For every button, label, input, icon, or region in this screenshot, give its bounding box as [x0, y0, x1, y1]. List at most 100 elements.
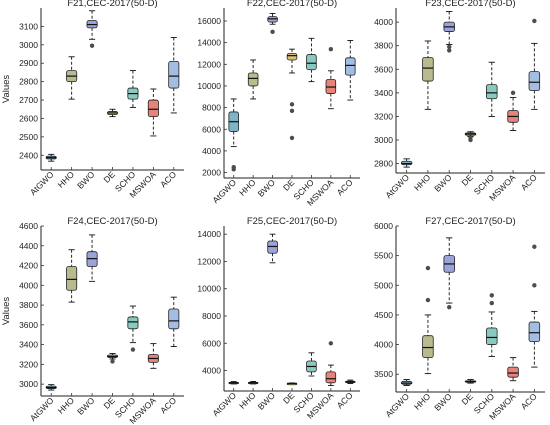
outlier-point: [468, 135, 473, 140]
box-mswoa: [507, 357, 519, 382]
chart-panel: F25,CEC-2017(50-D) 4000 6000 8000 10000 12000…: [197, 216, 360, 421]
chart-title: F22,CEC-2017(50-D): [247, 0, 337, 9]
y-tick-label: 3400: [19, 340, 38, 350]
y-tick-label: 8000: [202, 311, 221, 321]
box-iqr: [325, 371, 337, 384]
box-bwo: [267, 12, 278, 35]
y-tick-label: 2900: [19, 58, 38, 68]
x-tick-label: HHO: [237, 390, 258, 411]
y-tick-label: 5000: [374, 280, 393, 290]
outlier-point: [447, 44, 452, 50]
x-tick-label: DE: [459, 172, 475, 188]
x-tick-label: BWO: [256, 390, 278, 412]
chart-panel: F22,CEC-2017(50-D) 2000 4000 6000 8000 10000 1…: [197, 0, 360, 208]
box-iqr: [147, 99, 159, 118]
box-de: [106, 108, 119, 118]
y-axis-label: Values: [1, 297, 12, 326]
box-iqr: [528, 71, 541, 91]
y-tick-label: 3200: [19, 359, 38, 369]
y-tick-label: 4000: [374, 17, 393, 27]
box-de: [464, 379, 477, 384]
x-tick-label: ACO: [158, 169, 178, 189]
chart-title: F27,CEC-2017(50-D): [425, 216, 515, 227]
y-tick-label: 5500: [374, 251, 393, 261]
x-tick-label: ACO: [519, 172, 539, 192]
box-bwo: [443, 237, 455, 310]
x-tick-label: DE: [459, 391, 475, 407]
outlier-point: [532, 283, 537, 288]
box-iqr: [267, 240, 278, 254]
chart-title: F25,CEC-2017(50-D): [247, 216, 337, 227]
y-tick-label: 8000: [202, 103, 221, 113]
x-tick-label: AtGWO: [383, 391, 411, 419]
box-aco: [345, 40, 356, 101]
outlier-point: [110, 359, 115, 364]
y-tick-label: 2700: [19, 95, 38, 105]
chart-panel: F21,CEC-2017(50-D) 2400 2500 2600 2700 2800 29…: [1, 0, 184, 200]
box-aco: [168, 296, 180, 348]
box-bwo: [443, 11, 455, 53]
outlier-point: [289, 108, 295, 114]
x-tick-label: ACO: [335, 177, 355, 197]
box-mswoa: [325, 46, 337, 110]
y-tick-label: 10000: [197, 81, 221, 91]
x-tick-label: BWO: [432, 172, 454, 194]
box-scho: [486, 293, 498, 357]
x-tick-label: DE: [101, 169, 117, 185]
box-hho: [66, 56, 78, 100]
box-iqr: [507, 366, 519, 378]
box-atgwo: [45, 153, 57, 162]
box-aco: [528, 244, 541, 368]
x-tick-label: HHO: [56, 395, 77, 416]
box-bwo: [267, 233, 278, 264]
outlier-point: [328, 341, 334, 346]
box-scho: [127, 305, 139, 352]
box-mswoa: [507, 90, 519, 132]
outlier-point: [425, 265, 431, 271]
y-tick-label: 3800: [19, 300, 38, 310]
outlier-point: [289, 135, 295, 141]
y-tick-label: 4000: [19, 280, 38, 290]
box-atgwo: [400, 158, 413, 168]
outlier-point: [130, 347, 136, 352]
y-tick-label: 14000: [197, 229, 221, 239]
box-iqr: [168, 308, 180, 330]
box-aco: [528, 18, 541, 110]
outlier-point: [289, 102, 295, 107]
box-de: [286, 382, 298, 386]
x-tick-label: AtGWO: [210, 177, 238, 205]
x-tick-label: ACO: [335, 390, 355, 410]
chart-title: F23,CEC-2017(50-D): [425, 0, 515, 9]
y-tick-label: 3100: [19, 21, 38, 31]
box-iqr: [486, 84, 498, 100]
box-de: [106, 353, 119, 364]
x-tick-label: AtGWO: [210, 390, 238, 418]
outlier-point: [425, 297, 431, 303]
y-tick-label: 4500: [374, 310, 393, 320]
y-tick-label: 2600: [19, 113, 38, 123]
x-tick-label: BWO: [75, 395, 97, 417]
box-de: [286, 48, 298, 141]
outlier-point: [510, 90, 516, 96]
y-tick-label: 14000: [197, 38, 221, 48]
x-tick-label: BWO: [256, 177, 278, 199]
x-tick-label: HHO: [412, 391, 433, 412]
box-de: [464, 131, 477, 143]
box-iqr: [345, 57, 356, 76]
box-scho: [306, 352, 317, 377]
x-tick-label: AtGWO: [28, 169, 56, 197]
y-tick-label: 3600: [19, 320, 38, 330]
outlier-point: [231, 164, 236, 170]
y-tick-label: 3000: [19, 379, 38, 389]
y-tick-label: 6000: [202, 338, 221, 348]
y-tick-label: 6000: [202, 124, 221, 134]
box-bwo: [86, 10, 98, 48]
box-hho: [247, 381, 259, 385]
box-atgwo: [400, 379, 413, 386]
box-iqr: [168, 60, 180, 89]
box-mswoa: [147, 343, 159, 369]
box-hho: [247, 59, 259, 100]
y-tick-label: 3200: [374, 111, 393, 121]
box-iqr: [247, 72, 259, 87]
